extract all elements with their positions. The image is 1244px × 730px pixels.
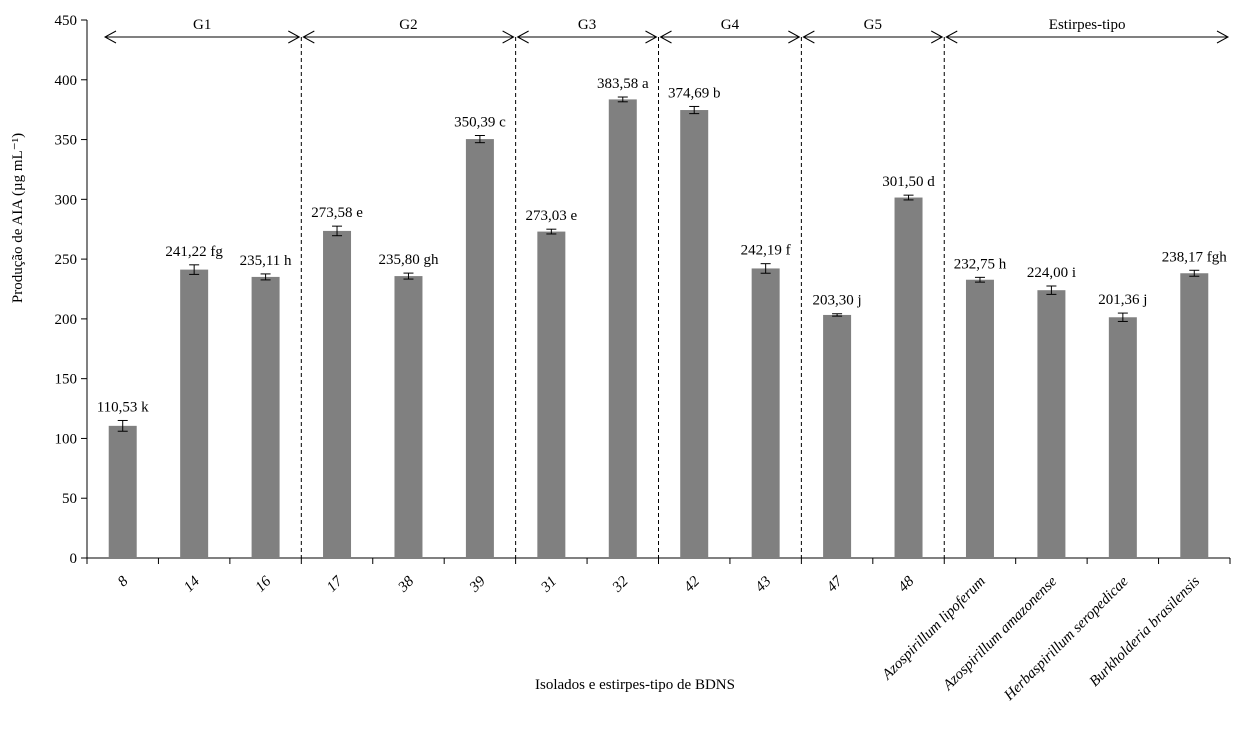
data-label: 374,69 b (668, 85, 721, 101)
bar (537, 231, 566, 559)
arrow-head-right (502, 30, 515, 44)
y-tick-label: 50 (62, 491, 77, 507)
data-label: 110,53 k (97, 399, 149, 415)
y-tick-label: 300 (55, 192, 78, 208)
arrow-head-left (802, 30, 815, 44)
x-axis (86, 557, 1231, 564)
bar (1180, 273, 1209, 558)
arrow-head-right (788, 30, 801, 44)
category-label: 14 (181, 573, 203, 595)
data-label: 235,80 gh (378, 252, 439, 268)
arrow-head-right (288, 30, 301, 44)
y-tick-label: 100 (55, 431, 78, 447)
group-label: G4 (721, 17, 740, 33)
arrow-head-right (1216, 30, 1230, 44)
group-label: G5 (864, 17, 882, 33)
y-tick-label: 200 (55, 312, 78, 328)
data-label: 232,75 h (954, 256, 1007, 272)
data-label: 203,30 j (813, 293, 862, 309)
bar (894, 197, 923, 559)
bar (1108, 317, 1137, 558)
data-label: 301,50 d (882, 174, 935, 190)
bar (251, 276, 280, 558)
bar (394, 276, 423, 558)
y-tick-label: 400 (55, 73, 78, 89)
bar (680, 110, 709, 558)
bar (608, 99, 637, 558)
group-label: G1 (193, 17, 211, 33)
bar (823, 314, 852, 558)
data-label: 235,11 h (240, 253, 292, 269)
arrow-head-left (103, 30, 117, 44)
arrow-head-right (645, 30, 658, 44)
y-tick-label: 250 (55, 252, 78, 268)
bar (465, 139, 494, 558)
category-label: Azospirillum amazonense (939, 573, 1060, 694)
category-label: 8 (115, 573, 132, 590)
group-label: G2 (399, 17, 417, 33)
category-label: 32 (609, 573, 632, 596)
category-label: 38 (395, 573, 418, 596)
category-label: Herbaspirillum seropedicae (1001, 573, 1132, 704)
y-tick-label: 0 (70, 551, 78, 567)
error-bars (117, 96, 1200, 432)
data-label: 238,17 fgh (1162, 249, 1227, 265)
category-label: 43 (753, 574, 775, 596)
data-label: 273,03 e (526, 208, 578, 224)
data-label: 241,22 fg (165, 244, 223, 260)
data-label: 242,19 f (741, 243, 791, 259)
group-label: Estirpes-tipo (1049, 17, 1126, 33)
category-label: 48 (895, 573, 917, 595)
x-axis-title: Isolados e estirpes-tipo de BDNS (535, 677, 735, 693)
data-labels: 110,53 k 241,22 fg 235,11 h 273,58 e 235,80 … (97, 76, 1228, 415)
bar (180, 269, 209, 558)
y-tick-label: 350 (55, 133, 78, 149)
arrow-head-left (302, 30, 315, 44)
data-label: 383,58 a (597, 76, 649, 92)
arrow-head-left (516, 30, 529, 44)
category-label: 47 (824, 572, 847, 595)
data-label: 350,39 c (454, 115, 506, 131)
bar (751, 268, 780, 558)
arrow-head-right (931, 30, 944, 44)
group-label: G3 (578, 17, 596, 33)
category-label: 16 (253, 573, 275, 595)
bar (965, 279, 994, 558)
data-label: 273,58 e (311, 205, 363, 221)
arrow-head-left (945, 30, 958, 44)
data-label: 224,00 i (1027, 265, 1076, 281)
category-label: 39 (466, 573, 489, 596)
bars (108, 99, 1209, 559)
y-tick-label: 450 (55, 13, 78, 29)
data-label: 201,36 j (1098, 292, 1147, 308)
y-axis: 0 50 100 150 200 250 300 350 400 450 (55, 13, 88, 567)
bar (1037, 290, 1066, 558)
category-label: 17 (324, 572, 347, 595)
category-label: 31 (538, 574, 561, 597)
arrow-head-left (659, 30, 672, 44)
group-separators (300, 37, 945, 558)
y-tick-label: 150 (55, 372, 78, 388)
bar (108, 425, 137, 558)
bar (323, 230, 352, 558)
group-arrows: G1 G2 G3 G4 G5 Estirpes-tipo (103, 17, 1230, 44)
category-label: 42 (681, 573, 703, 595)
y-axis-title: Produção de AIA (µg mL⁻¹) (10, 133, 26, 303)
